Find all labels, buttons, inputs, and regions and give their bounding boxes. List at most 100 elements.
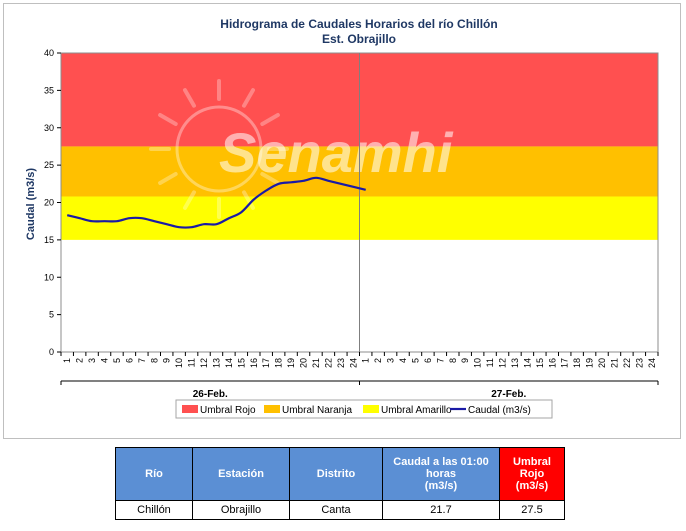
x-tick-label: 20	[299, 358, 309, 368]
x-tick-label: 12	[199, 358, 209, 368]
x-tick-label: 3	[87, 358, 97, 363]
x-tick-label: 15	[236, 358, 246, 368]
x-tick-label: 16	[249, 358, 259, 368]
x-tick-label: 10	[174, 358, 184, 368]
y-tick-label: 0	[49, 347, 54, 357]
cell-umbral: 27.5	[499, 500, 565, 520]
x-tick-label: 5	[410, 358, 420, 363]
legend-label: Umbral Naranja	[282, 405, 352, 416]
x-tick-label: 19	[585, 358, 595, 368]
header-distrito: Distrito	[289, 447, 383, 501]
x-tick-label: 22	[622, 358, 632, 368]
x-tick-label: 10	[473, 358, 483, 368]
legend-label: Umbral Rojo	[200, 405, 256, 416]
x-tick-label: 15	[535, 358, 545, 368]
legend-label: Caudal (m3/s)	[468, 405, 531, 416]
x-tick-label: 14	[224, 358, 234, 368]
cell-distrito: Canta	[289, 500, 383, 520]
header-umbral-label: Umbral Rojo	[513, 456, 551, 480]
x-tick-label: 14	[522, 358, 532, 368]
sun-ray	[242, 190, 255, 210]
x-tick-label: 18	[274, 358, 284, 368]
x-tick-label: 5	[112, 358, 122, 363]
chart-title: Hidrograma de Caudales Horarios del río …	[220, 17, 497, 31]
y-tick-label: 30	[44, 123, 54, 133]
cell-caudal: 21.7	[382, 500, 500, 520]
header-caudal-label: Caudal a las 01:00 horas	[393, 456, 489, 480]
sun-ray	[158, 113, 178, 126]
chart-series	[66, 176, 366, 229]
y-tick-label: 35	[44, 85, 54, 95]
x-tick-label: 12	[498, 358, 508, 368]
header-estacion: Estación	[192, 447, 290, 501]
x-tick-label: 20	[597, 358, 607, 368]
x-tick-label: 16	[547, 358, 557, 368]
cell-estacion: Obrajillo	[192, 500, 290, 520]
x-tick-label: 9	[162, 358, 172, 363]
x-tick-label: 17	[560, 358, 570, 368]
chart-frame: Hidrograma de Caudales Horarios del río …	[3, 3, 681, 439]
senamhi-watermark: Senamhi	[149, 79, 454, 219]
x-tick-label: 21	[609, 358, 619, 368]
x-tick-label: 13	[510, 358, 520, 368]
y-axis-label: Caudal (m3/s)	[25, 168, 37, 240]
watermark-text: Senamhi	[219, 121, 454, 184]
x-tick-label: 24	[647, 358, 657, 368]
sun-ray	[260, 172, 280, 185]
x-tick-label: 2	[373, 358, 383, 363]
x-tick-label: 24	[348, 358, 358, 368]
x-tick-label: 11	[187, 358, 197, 367]
x-tick-label: 3	[386, 358, 396, 363]
y-tick-label: 10	[44, 272, 54, 282]
x-tick-label: 17	[261, 358, 271, 368]
sun-icon	[175, 105, 263, 193]
sun-ray	[260, 113, 280, 126]
x-tick-label: 13	[211, 358, 221, 368]
sun-ray	[242, 88, 255, 108]
x-tick-label: 6	[423, 358, 433, 363]
sun-ray	[183, 88, 196, 108]
x-tick-label: 23	[336, 358, 346, 368]
legend-swatch	[264, 405, 280, 413]
header-caudal: Caudal a las 01:00 horas (m3/s)	[382, 447, 500, 501]
y-tick-label: 25	[44, 160, 54, 170]
sun-ray	[183, 190, 196, 210]
date-label: 26-Feb.	[193, 389, 228, 400]
chart-legend: Umbral Rojo Umbral Naranja Umbral Amarillo…	[175, 399, 553, 419]
legend-swatch	[182, 405, 198, 413]
legend-label: Umbral Amarillo	[381, 405, 452, 416]
y-tick-label: 20	[44, 198, 54, 208]
y-tick-label: 15	[44, 235, 54, 245]
x-tick-label: 8	[149, 358, 159, 363]
x-tick-label: 11	[485, 358, 495, 367]
summary-table: Río Estación Distrito Caudal a las 01:00…	[115, 447, 565, 520]
x-tick-label: 7	[435, 358, 445, 363]
x-tick-label: 21	[311, 358, 321, 368]
header-caudal-unit: (m3/s)	[424, 480, 458, 492]
chart-subtitle: Est. Obrajillo	[322, 32, 396, 46]
x-tick-label: 19	[286, 358, 296, 368]
header-umbral-unit: (m3/s)	[515, 480, 549, 492]
x-tick-label: 8	[448, 358, 458, 363]
x-tick-label: 9	[460, 358, 470, 363]
x-tick-label: 1	[361, 358, 371, 363]
cell-rio: Chillón	[115, 500, 193, 520]
legend-swatch	[363, 405, 379, 413]
x-tick-label: 18	[572, 358, 582, 368]
y-tick-label: 40	[44, 48, 54, 58]
summary-header-row: Río Estación Distrito Caudal a las 01:00…	[115, 447, 565, 501]
header-umbral-rojo: Umbral Rojo (m3/s)	[499, 447, 565, 501]
x-tick-label: 23	[634, 358, 644, 368]
table-row: Chillón Obrajillo Canta 21.7 27.5	[115, 500, 565, 520]
y-tick-label: 5	[49, 310, 54, 320]
header-rio: Río	[115, 447, 193, 501]
sun-ray	[158, 172, 178, 185]
x-tick-label: 4	[398, 358, 408, 363]
x-tick-label: 4	[100, 358, 110, 363]
x-tick-label: 7	[137, 358, 147, 363]
x-tick-label: 2	[75, 358, 85, 363]
x-tick-label: 1	[62, 358, 72, 363]
x-tick-label: 6	[124, 358, 134, 363]
hydrograph-chart: Hidrograma de Caudales Horarios del río …	[25, 17, 659, 419]
